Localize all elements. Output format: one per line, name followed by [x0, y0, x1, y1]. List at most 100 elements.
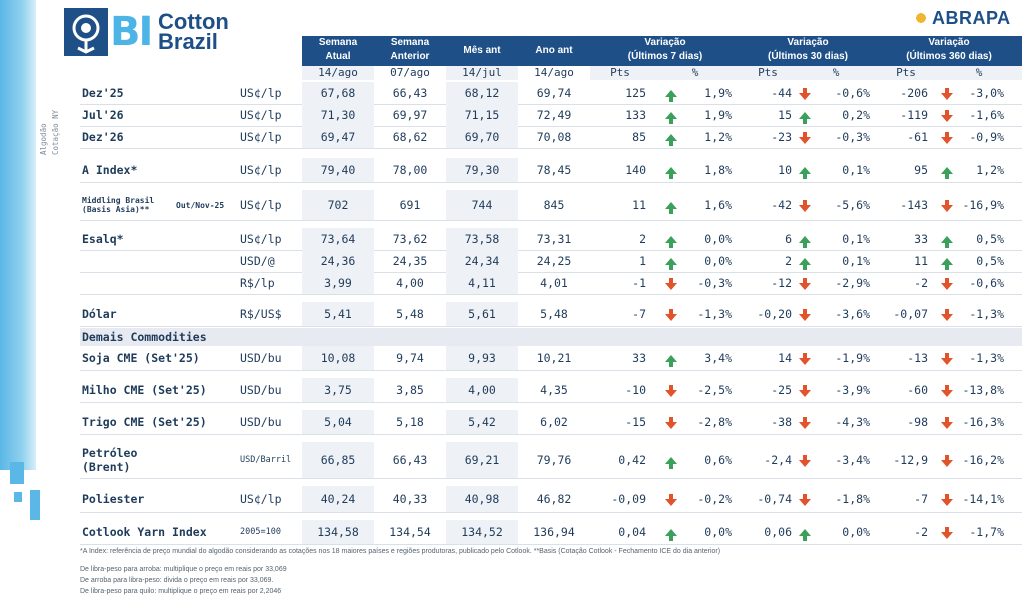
left-decor-block [30, 490, 40, 520]
row-value: 79,40 [302, 158, 374, 182]
row-value: 79,30 [446, 158, 518, 182]
row-value: 4,11 [446, 272, 518, 294]
arrow-up-icon [662, 346, 680, 370]
row-name: Jul'26 [82, 108, 124, 122]
pct-30d: 0,1% [842, 254, 870, 268]
pts-360d: -7 [914, 492, 928, 506]
row-name: A Index* [82, 163, 138, 177]
row-unit: US¢/lp [240, 198, 282, 212]
pct-7d: 0,6% [704, 453, 732, 467]
arrow-down-icon [796, 126, 814, 148]
pct-30d: -3,9% [835, 383, 870, 397]
arrow-down-icon [796, 302, 814, 326]
pts-7d: -7 [632, 307, 646, 321]
pts-30d: 2 [785, 254, 792, 268]
pts-360d: -98 [907, 415, 928, 429]
row-value: 3,85 [396, 383, 424, 397]
table-row: Soja CME (Set'25) USD/bu 10,08 9,74 9,93 10,2… [80, 346, 1022, 371]
table-row: Milho CME (Set'25) USD/bu 3,75 3,85 4,00 4,35… [80, 378, 1022, 403]
row-value: 78,45 [536, 163, 572, 177]
row-unit: USD/bu [240, 383, 282, 397]
row-unit: US¢/lp [240, 163, 282, 177]
row-name: Dez'25 [82, 86, 124, 100]
table-row: Petróleo (Brent) USD/Barril 66,85 66,43 69,21… [80, 442, 1022, 479]
pts-7d: 33 [632, 351, 646, 365]
row-unit: US¢/lp [240, 492, 282, 506]
row-name-extra: Out/Nov-25 [176, 200, 225, 210]
pct-30d: -3,6% [835, 307, 870, 321]
table-row: Dez'25 US¢/lp 67,68 66,43 68,12 69,74 125 1,9% -… [80, 82, 1022, 105]
pct-30d: -1,9% [835, 351, 870, 365]
pts-360d: 33 [914, 232, 928, 246]
row-value: 3,75 [302, 378, 374, 402]
arrow-up-icon [662, 250, 680, 272]
footnote: De libra-peso para arroba: multiplique o… [80, 566, 287, 573]
row-value: 10,21 [536, 351, 572, 365]
table-row: Trigo CME (Set'25) USD/bu 5,04 5,18 5,42 6,02… [80, 410, 1022, 435]
arrow-down-icon [796, 346, 814, 370]
side-label: Algodão Cotação NY [38, 95, 78, 155]
row-value: 5,42 [446, 410, 518, 434]
pts-30d: -44 [771, 86, 792, 100]
row-value: 66,43 [392, 86, 428, 100]
row-value: 72,49 [536, 108, 572, 122]
row-value: 24,36 [302, 250, 374, 272]
table-row: Cotlook Yarn Index 2005=100 134,58 134,54 13… [80, 520, 1022, 545]
row-name-line2: (Basis Asia)** [82, 205, 150, 214]
row-unit: US¢/lp [240, 86, 282, 100]
pct-360d: -0,9% [969, 130, 1004, 144]
subheader-pts: Pts [590, 66, 650, 80]
subheader-date: 14/ago [518, 66, 590, 80]
pts-360d: 11 [914, 254, 928, 268]
arrow-down-icon [662, 272, 680, 294]
arrow-down-icon [796, 272, 814, 294]
pts-30d: -2,4 [764, 453, 792, 467]
pct-30d: -0,6% [835, 86, 870, 100]
row-value: 5,18 [396, 415, 424, 429]
pct-7d: 0,0% [704, 525, 732, 539]
row-unit: US¢/lp [240, 108, 282, 122]
row-unit: US¢/lp [240, 232, 282, 246]
row-unit: USD/bu [240, 351, 282, 365]
arrow-up-icon [662, 158, 680, 182]
pts-7d: 2 [639, 232, 646, 246]
arrow-down-icon [796, 486, 814, 512]
table-row: R$/lp 3,99 4,00 4,11 4,01 -1 -0,3% -12 -2,9% -2 -0… [80, 272, 1022, 295]
row-value: 134,58 [302, 520, 374, 544]
pct-30d: 0,0% [842, 525, 870, 539]
row-value: 691 [399, 198, 421, 212]
pts-30d: -0,74 [757, 492, 792, 506]
pts-7d: -10 [625, 383, 646, 397]
row-value: 134,52 [446, 520, 518, 544]
arrow-down-icon [796, 442, 814, 478]
subheader-pct: % [796, 66, 876, 80]
brand-name-line2: Brazil [158, 29, 218, 54]
pts-30d: 0,06 [764, 525, 792, 539]
pts-7d: 85 [632, 130, 646, 144]
table-row: Middling Brasil (Basis Asia)** Out/Nov-25 U… [80, 190, 1022, 221]
arrow-up-icon [938, 228, 956, 250]
abrapa-mark-icon [912, 10, 930, 26]
row-value: 67,68 [302, 82, 374, 104]
pct-360d: -16,9% [962, 198, 1004, 212]
pct-360d: -13,8% [962, 383, 1004, 397]
brand-name-line1: Cotton [158, 9, 229, 34]
row-unit: USD/bu [240, 415, 282, 429]
arrow-down-icon [938, 520, 956, 544]
arrow-up-icon [796, 158, 814, 182]
pct-360d: -1,6% [969, 108, 1004, 122]
row-name: Trigo CME (Set'25) [82, 415, 207, 429]
pct-30d: -4,3% [835, 415, 870, 429]
row-value: 9,93 [446, 346, 518, 370]
pts-30d: -38 [771, 415, 792, 429]
arrow-down-icon [796, 410, 814, 434]
pts-360d: -2 [914, 525, 928, 539]
subheader-pts: Pts [876, 66, 936, 80]
row-value: 134,54 [389, 525, 431, 539]
header-mes-ant: Mês ant [446, 36, 518, 66]
pts-360d: 95 [914, 163, 928, 177]
row-value: 5,61 [446, 302, 518, 326]
subheader-pct: % [936, 66, 1022, 80]
pct-7d: -1,3% [697, 307, 732, 321]
row-value: 66,85 [302, 442, 374, 478]
